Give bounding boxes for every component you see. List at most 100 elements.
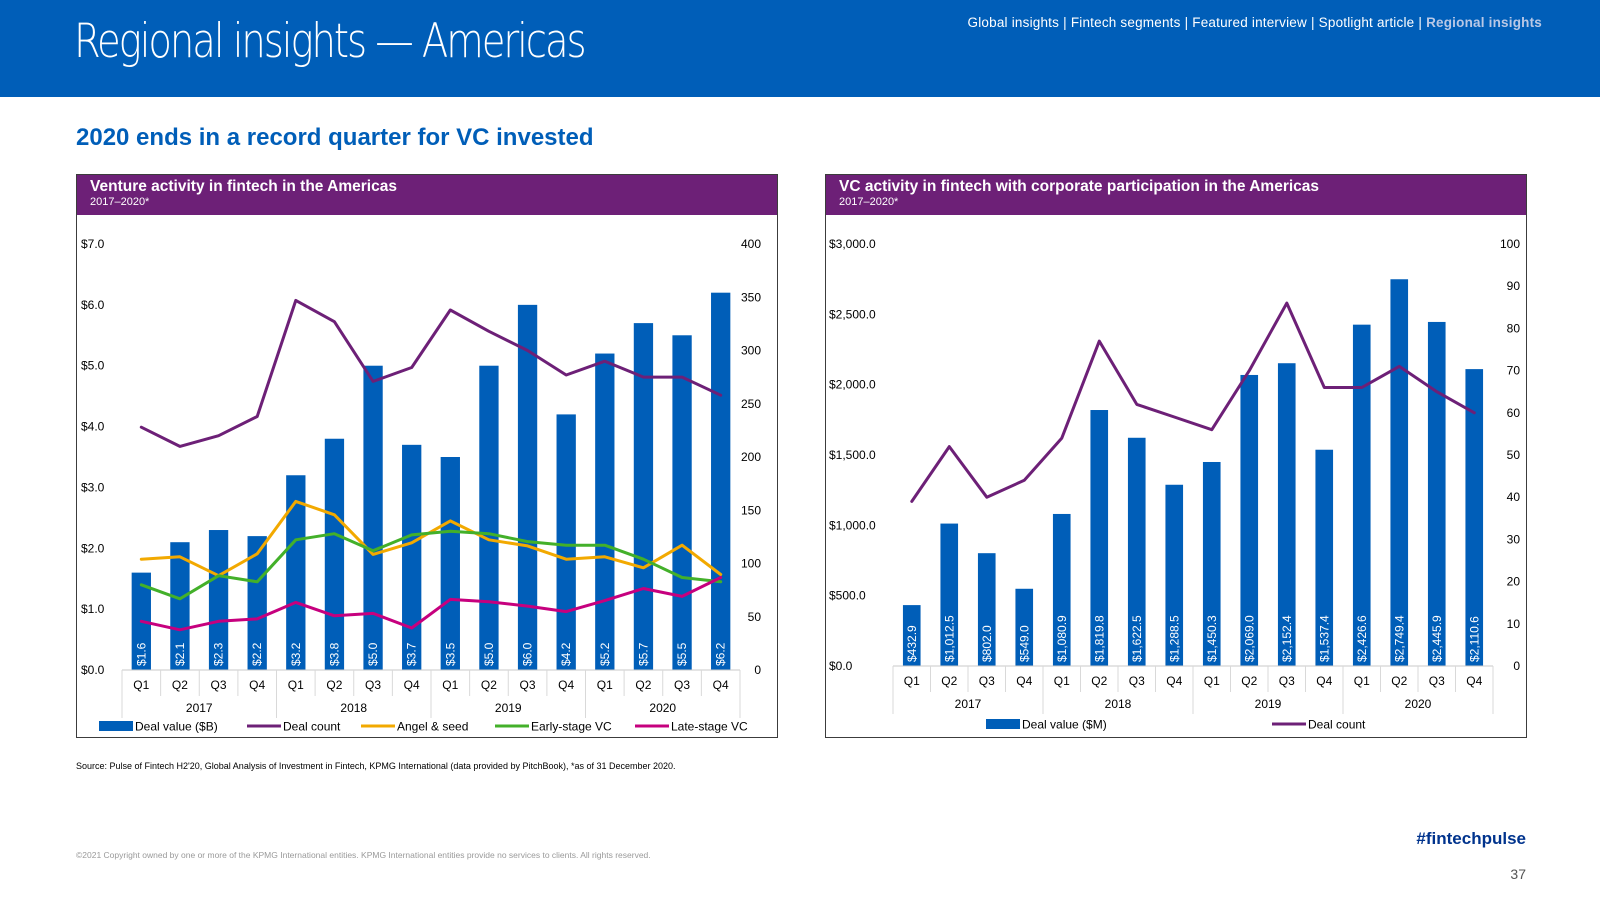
y-right-tick-label: 250	[741, 397, 761, 411]
x-tick-label: Q3	[1129, 674, 1145, 688]
y-left-tick-label: $2,500.0	[829, 307, 876, 321]
bar-value-label: $5.0	[482, 642, 496, 666]
bar	[1052, 513, 1071, 666]
series-line-deal-count	[910, 301, 1476, 503]
x-tick-label: Q1	[1054, 674, 1070, 688]
venture-activity-chart: $0.0 $1.0 $2.0 $3.0 $4.0 $5.0 $6.0 $7.0 0 50 100 15…	[81, 237, 762, 734]
legend-label: Deal count	[283, 720, 341, 734]
x-tick-label: Q3	[674, 678, 690, 692]
y-right-tick-label: 100	[1500, 237, 1520, 251]
y-left-tick-label: $500.0	[829, 589, 866, 603]
series-line-deal-count	[139, 298, 723, 448]
bar-value-label: $4.2	[559, 642, 573, 666]
nav-link-fintech-segments[interactable]: Fintech segments	[1070, 15, 1181, 30]
y-right-tick-label: 200	[741, 450, 761, 464]
bar	[479, 365, 499, 670]
bar-value-label: $3.8	[327, 642, 341, 666]
chart-title: Venture activity in fintech in the Ameri…	[90, 178, 397, 195]
bar	[1427, 321, 1446, 666]
bar-value-label: $1,537.4	[1317, 615, 1331, 662]
x-tick-label: Q1	[1354, 674, 1370, 688]
bar	[1202, 461, 1221, 666]
x-tick-label: Q2	[172, 678, 188, 692]
bar-value-label: $2.1	[173, 642, 187, 666]
x-tick-label: Q4	[1016, 674, 1032, 688]
y-right-tick-label: 150	[741, 503, 761, 517]
x-tick-label: Q2	[326, 678, 342, 692]
y-right-tick-label: 0	[754, 663, 761, 677]
y-left-tick-label: $0.0	[829, 659, 853, 673]
y-right-tick-label: 50	[748, 610, 762, 624]
bar	[1015, 588, 1034, 666]
x-tick-label: Q1	[597, 678, 613, 692]
chart-subtitle: 2017–2020*	[839, 196, 899, 208]
x-group-label: 2019	[495, 701, 522, 715]
nav-link-regional-insights[interactable]: Regional insights	[1426, 15, 1542, 30]
bar	[1277, 363, 1296, 666]
y-right-tick-label: 0	[1513, 659, 1520, 673]
y-left-tick-label: $1,500.0	[829, 448, 876, 462]
y-right-tick-label: 20	[1507, 575, 1521, 589]
y-left-tick-label: $6.0	[81, 298, 105, 312]
bar-value-label: $6.0	[521, 642, 535, 666]
bar	[1127, 437, 1146, 666]
x-tick-label: Q1	[1204, 674, 1220, 688]
bar-value-label: $5.2	[598, 642, 612, 666]
top-navigation: Global insights | Fintech segments | Feature…	[968, 15, 1542, 30]
bar-value-label: $1,819.8	[1092, 615, 1106, 662]
nav-link-featured-interview[interactable]: Featured interview	[1192, 15, 1307, 30]
source-note: Source: Pulse of Fintech H2'20, Global A…	[76, 761, 676, 771]
copyright-note: ©2021 Copyright owned by one or more of …	[76, 850, 651, 860]
legend-label: Deal count	[1308, 718, 1366, 732]
y-left-tick-label: $4.0	[81, 420, 105, 434]
y-right-tick-label: 40	[1507, 490, 1521, 504]
y-right-tick-label: 10	[1507, 617, 1521, 631]
chart-subtitle: 2017–2020*	[90, 196, 150, 208]
y-left-tick-label: $2,000.0	[829, 378, 876, 392]
x-tick-label: Q3	[979, 674, 995, 688]
bar-value-label: $5.0	[366, 642, 380, 666]
x-group-label: 2017	[955, 697, 982, 711]
nav-separator: |	[1184, 15, 1189, 30]
legend-label: Early-stage VC	[531, 720, 612, 734]
legend-label: Deal value ($M)	[1022, 718, 1107, 732]
x-tick-label: Q1	[288, 678, 304, 692]
bar-value-label: $1,288.5	[1167, 615, 1181, 662]
y-right-tick-label: 90	[1507, 279, 1521, 293]
y-right-tick-label: 60	[1507, 406, 1521, 420]
bar	[595, 353, 615, 670]
series-line-late-stage-vc	[139, 576, 723, 632]
bar	[517, 304, 538, 670]
corporate-vc-chart-panel: VC activity in fintech with corporate pa…	[825, 174, 1527, 738]
x-group-label: 2018	[1105, 697, 1132, 711]
bar-value-label: $1,622.5	[1130, 615, 1144, 662]
bar	[324, 438, 345, 670]
y-right-tick-label: 50	[1507, 448, 1521, 462]
x-tick-label: Q4	[404, 678, 420, 692]
x-tick-label: Q4	[713, 678, 729, 692]
x-tick-label: Q3	[211, 678, 227, 692]
x-tick-label: Q2	[1391, 674, 1407, 688]
bar-value-label: $6.2	[714, 642, 728, 666]
bar-value-label: $2,069.0	[1242, 615, 1256, 662]
bar-value-label: $2,749.4	[1392, 615, 1406, 662]
x-tick-label: Q1	[904, 674, 920, 688]
x-group-label: 2017	[186, 701, 213, 715]
y-right-tick-label: 30	[1507, 532, 1521, 546]
x-tick-label: Q4	[249, 678, 265, 692]
bar	[286, 475, 306, 670]
x-tick-label: Q3	[1429, 674, 1445, 688]
legend-label: Late-stage VC	[671, 720, 748, 734]
nav-link-global-insights[interactable]: Global insights	[967, 15, 1060, 30]
chart-header: VC activity in fintech with corporate pa…	[826, 175, 1526, 215]
bar	[711, 292, 731, 670]
hashtag-link[interactable]: #fintechpulse	[1416, 829, 1526, 848]
nav-link-spotlight-article[interactable]: Spotlight article	[1318, 15, 1415, 30]
y-right-tick-label: 350	[741, 290, 761, 304]
x-tick-label: Q1	[442, 678, 458, 692]
page-subtitle: 2020 ends in a record quarter for VC inv…	[76, 124, 594, 151]
bar	[208, 530, 229, 670]
y-left-tick-label: $0.0	[81, 663, 105, 677]
bar-value-label: $2,426.6	[1355, 615, 1369, 662]
nav-separator: |	[1310, 15, 1315, 30]
